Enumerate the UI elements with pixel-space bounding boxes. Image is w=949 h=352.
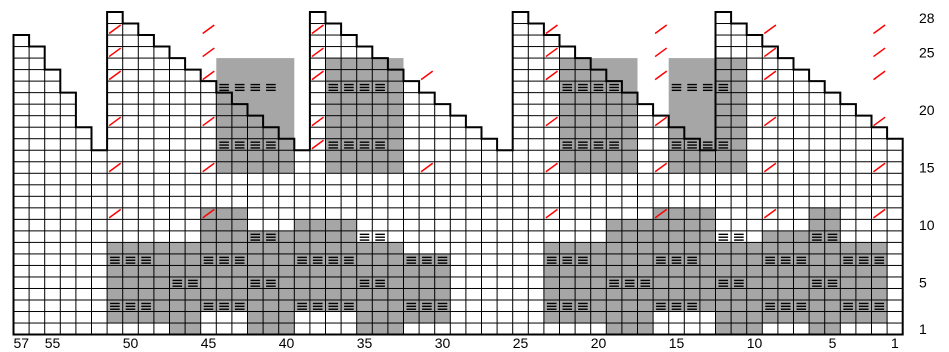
decrease-slash	[763, 70, 777, 81]
y-tick-label: 25	[919, 44, 935, 60]
decrease-slash	[311, 47, 324, 58]
x-tick-label: 25	[513, 335, 529, 351]
y-tick-label: 10	[919, 217, 935, 233]
decrease-slash	[873, 208, 886, 219]
decrease-slash	[873, 70, 886, 81]
decrease-slash	[545, 47, 558, 58]
decrease-slash	[545, 208, 558, 219]
decrease-slash	[654, 24, 668, 35]
chart-outline	[12, 11, 904, 336]
decrease-slash	[202, 116, 215, 127]
decrease-slash	[108, 208, 122, 219]
decrease-slash	[202, 208, 215, 219]
decrease-slash	[654, 208, 668, 219]
decrease-slash	[202, 70, 215, 81]
y-tick-label: 28	[919, 10, 935, 26]
decrease-slash	[654, 47, 668, 58]
decrease-slash	[311, 139, 324, 150]
decrease-slash	[108, 70, 122, 81]
decrease-slash	[108, 116, 122, 127]
x-tick-label: 57	[14, 335, 30, 351]
decrease-slash	[654, 70, 668, 81]
x-tick-label: 35	[357, 335, 373, 351]
x-tick-label: 50	[123, 335, 139, 351]
decrease-slash	[873, 47, 886, 58]
decrease-slash	[311, 70, 324, 81]
x-tick-label: 30	[435, 335, 451, 351]
decrease-slash	[108, 24, 122, 35]
decrease-slash	[545, 116, 558, 127]
decrease-slash	[202, 162, 215, 173]
y-tick-label: 20	[919, 102, 935, 118]
decrease-slash	[311, 116, 324, 127]
decrease-slash	[108, 162, 122, 173]
y-tick-label: 15	[919, 160, 935, 176]
x-tick-label: 40	[279, 335, 295, 351]
x-tick-label: 15	[669, 335, 685, 351]
decrease-slash	[654, 162, 668, 173]
x-tick-label: 45	[201, 335, 217, 351]
decrease-slash	[545, 24, 558, 35]
decrease-slash	[202, 24, 215, 35]
decrease-slash	[763, 24, 777, 35]
decrease-slash	[763, 116, 777, 127]
x-tick-label: 10	[747, 335, 763, 351]
x-tick-label: 20	[591, 335, 607, 351]
x-tick-label: 5	[829, 335, 837, 351]
x-tick-label: 1	[891, 335, 899, 351]
decrease-slash	[420, 162, 434, 173]
decrease-slash	[108, 47, 122, 58]
decrease-slash	[420, 70, 434, 81]
decrease-slash	[873, 116, 886, 127]
decrease-slash	[763, 47, 777, 58]
shaded-block	[840, 242, 888, 324]
y-tick-label: 1	[919, 321, 927, 337]
x-tick-label: 55	[45, 335, 61, 351]
y-tick-label: 5	[919, 275, 927, 291]
decrease-slash	[545, 162, 558, 173]
decrease-slash	[202, 47, 215, 58]
decrease-slash	[763, 208, 777, 219]
decrease-slash	[763, 162, 777, 173]
decrease-slash	[311, 24, 324, 35]
decrease-slash	[545, 70, 558, 81]
decrease-slash	[654, 116, 668, 127]
decrease-slash	[873, 24, 886, 35]
decrease-slash	[873, 162, 886, 173]
